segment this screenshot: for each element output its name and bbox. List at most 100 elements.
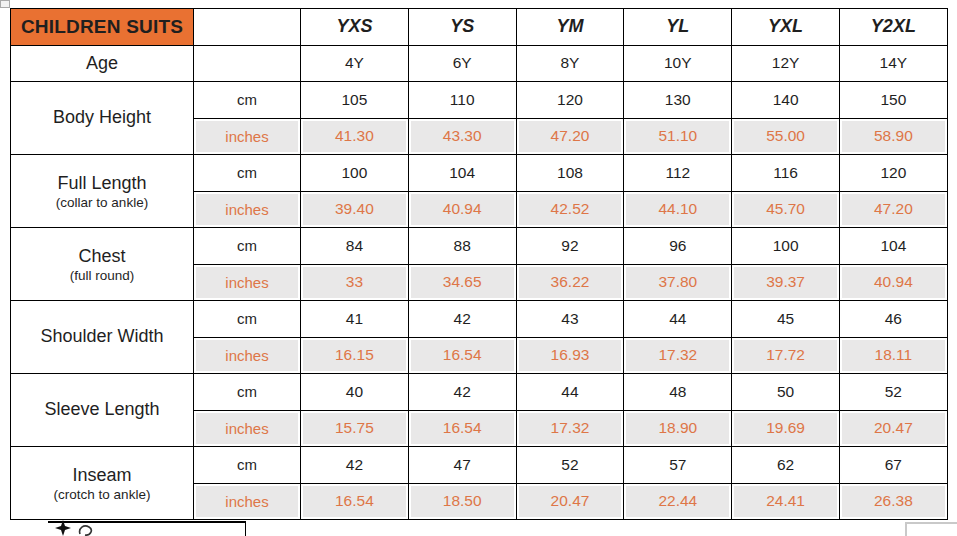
cm-value: 140 (732, 82, 840, 119)
full-length-cm-row: Full Length (collar to ankle) cm 100 104… (11, 155, 948, 192)
cm-value: 46 (839, 301, 947, 338)
inches-value: 17.32 (516, 410, 624, 447)
section-title: Chest (11, 246, 193, 267)
cm-value: 50 (732, 374, 840, 411)
inches-value: 16.54 (408, 410, 516, 447)
size-col-header-yl: YL (624, 9, 732, 46)
section-subtitle: (full round) (11, 268, 193, 283)
cm-value: 100 (301, 155, 409, 192)
age-value: 4Y (301, 45, 409, 82)
cm-value: 42 (408, 301, 516, 338)
inches-value: 55.00 (732, 118, 840, 155)
inches-value: 20.47 (516, 483, 624, 520)
inches-value: 17.72 (732, 337, 840, 374)
cm-value: 96 (624, 228, 732, 265)
inches-value: 58.90 (839, 118, 947, 155)
cropped-gray-box-corner (905, 522, 957, 536)
section-title: Sleeve Length (11, 399, 193, 420)
section-subtitle: (crotch to ankle) (11, 487, 193, 502)
cm-value: 84 (301, 228, 409, 265)
cm-value: 92 (516, 228, 624, 265)
section-title: Full Length (11, 173, 193, 194)
inches-value: 39.40 (301, 191, 409, 228)
cm-value: 40 (301, 374, 409, 411)
size-col-header-yxl: YXL (732, 9, 840, 46)
cm-value: 44 (516, 374, 624, 411)
unit-label-cm: cm (194, 228, 301, 265)
inseam-cm-row: Inseam (crotch to ankle) cm 42 47 52 57 … (11, 447, 948, 484)
cm-value: 105 (301, 82, 409, 119)
age-value: 12Y (732, 45, 840, 82)
age-value: 6Y (408, 45, 516, 82)
inches-value: 18.11 (839, 337, 947, 374)
cm-value: 42 (408, 374, 516, 411)
inches-value: 16.93 (516, 337, 624, 374)
unit-label-cm: cm (194, 82, 301, 119)
unit-label-inches: inches (194, 191, 301, 228)
cm-value: 67 (839, 447, 947, 484)
inches-value: 41.30 (301, 118, 409, 155)
unit-label-cm: cm (194, 447, 301, 484)
size-col-header-ys: YS (408, 9, 516, 46)
inches-value: 18.50 (408, 483, 516, 520)
body-height-cm-row: Body Height cm 105 110 120 130 140 150 (11, 82, 948, 119)
inches-value: 45.70 (732, 191, 840, 228)
age-row: Age 4Y 6Y 8Y 10Y 12Y 14Y (11, 45, 948, 82)
unit-label-cm: cm (194, 155, 301, 192)
chest-cm-row: Chest (full round) cm 84 88 92 96 100 10… (11, 228, 948, 265)
cm-value: 150 (839, 82, 947, 119)
cm-value: 120 (839, 155, 947, 192)
cm-value: 104 (839, 228, 947, 265)
size-col-header-ym: YM (516, 9, 624, 46)
unit-label-inches: inches (194, 410, 301, 447)
size-chart-page: CHILDREN SUITS YXS YS YM YL YXL Y2XL Age… (0, 0, 957, 536)
section-label-full-length: Full Length (collar to ankle) (11, 155, 194, 228)
inches-value: 40.94 (408, 191, 516, 228)
cm-value: 130 (624, 82, 732, 119)
cm-value: 52 (516, 447, 624, 484)
inches-value: 20.47 (839, 410, 947, 447)
cm-value: 104 (408, 155, 516, 192)
inches-value: 16.54 (408, 337, 516, 374)
inches-value: 47.20 (516, 118, 624, 155)
size-col-header-yxs: YXS (301, 9, 409, 46)
empty-unit-header-cell (194, 9, 301, 46)
age-value: 14Y (839, 45, 947, 82)
inches-value: 22.44 (624, 483, 732, 520)
sleeve-length-cm-row: Sleeve Length cm 40 42 44 48 50 52 (11, 374, 948, 411)
section-label-inseam: Inseam (crotch to ankle) (11, 447, 194, 520)
age-row-label: Age (11, 45, 194, 82)
inches-value: 39.37 (732, 264, 840, 301)
inches-value: 17.32 (624, 337, 732, 374)
cm-value: 116 (732, 155, 840, 192)
inches-value: 42.52 (516, 191, 624, 228)
table-header-row: CHILDREN SUITS YXS YS YM YL YXL Y2XL (11, 9, 948, 46)
section-label-sleeve-length: Sleeve Length (11, 374, 194, 447)
unit-label-inches: inches (194, 118, 301, 155)
age-value: 8Y (516, 45, 624, 82)
inches-value: 26.38 (839, 483, 947, 520)
pen-cursor-icon (52, 518, 112, 536)
cm-value: 42 (301, 447, 409, 484)
cm-value: 100 (732, 228, 840, 265)
inches-value: 19.69 (732, 410, 840, 447)
section-label-chest: Chest (full round) (11, 228, 194, 301)
cm-value: 44 (624, 301, 732, 338)
section-label-shoulder-width: Shoulder Width (11, 301, 194, 374)
inches-value: 15.75 (301, 410, 409, 447)
age-empty-unit-cell (194, 45, 301, 82)
unit-label-inches: inches (194, 337, 301, 374)
children-suits-size-table: CHILDREN SUITS YXS YS YM YL YXL Y2XL Age… (10, 8, 948, 520)
inches-value: 40.94 (839, 264, 947, 301)
cm-value: 41 (301, 301, 409, 338)
inches-value: 47.20 (839, 191, 947, 228)
unit-label-cm: cm (194, 301, 301, 338)
cm-value: 108 (516, 155, 624, 192)
section-title: Inseam (11, 465, 193, 486)
inches-value: 43.30 (408, 118, 516, 155)
corner-handle-artifact (0, 0, 10, 8)
section-title: Body Height (11, 107, 193, 128)
inches-value: 37.80 (624, 264, 732, 301)
cm-value: 52 (839, 374, 947, 411)
cm-value: 62 (732, 447, 840, 484)
